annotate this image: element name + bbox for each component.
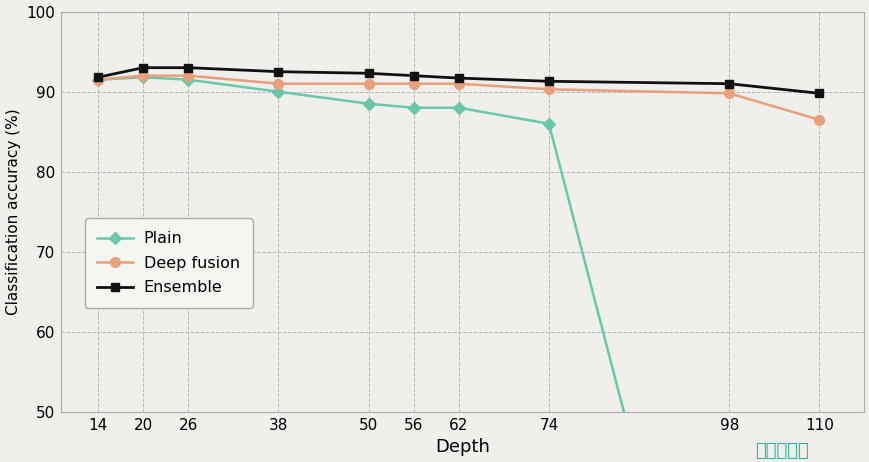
Plain — [273, 89, 283, 95]
Ensemble — [543, 79, 554, 84]
Line: Ensemble: Ensemble — [94, 63, 823, 97]
Deep fusion — [93, 77, 103, 82]
Ensemble — [453, 75, 463, 81]
Deep fusion — [138, 73, 149, 79]
Plain — [543, 121, 554, 127]
Deep fusion — [273, 81, 283, 86]
Plain — [93, 77, 103, 82]
Deep fusion — [453, 81, 463, 86]
Ensemble — [723, 81, 733, 86]
X-axis label: Depth: Depth — [434, 438, 489, 456]
Deep fusion — [723, 91, 733, 96]
Plain — [138, 74, 149, 80]
Legend: Plain, Deep fusion, Ensemble: Plain, Deep fusion, Ensemble — [84, 219, 252, 308]
Deep fusion — [363, 81, 374, 86]
Ensemble — [408, 73, 418, 79]
Plain — [408, 105, 418, 110]
Y-axis label: Classification accuracy (%): Classification accuracy (%) — [5, 109, 21, 315]
Ensemble — [273, 69, 283, 74]
Line: Deep fusion: Deep fusion — [93, 71, 823, 125]
Line: Plain: Plain — [94, 73, 553, 128]
Plain — [363, 101, 374, 107]
Ensemble — [363, 71, 374, 76]
Plain — [453, 105, 463, 110]
Deep fusion — [543, 86, 554, 92]
Ensemble — [138, 65, 149, 70]
Deep fusion — [813, 117, 824, 122]
Deep fusion — [408, 81, 418, 86]
Ensemble — [93, 74, 103, 80]
Ensemble — [813, 91, 824, 96]
Plain — [182, 77, 193, 82]
Text: 姐己导航网: 姐己导航网 — [754, 442, 808, 460]
Ensemble — [182, 65, 193, 70]
Deep fusion — [182, 73, 193, 79]
